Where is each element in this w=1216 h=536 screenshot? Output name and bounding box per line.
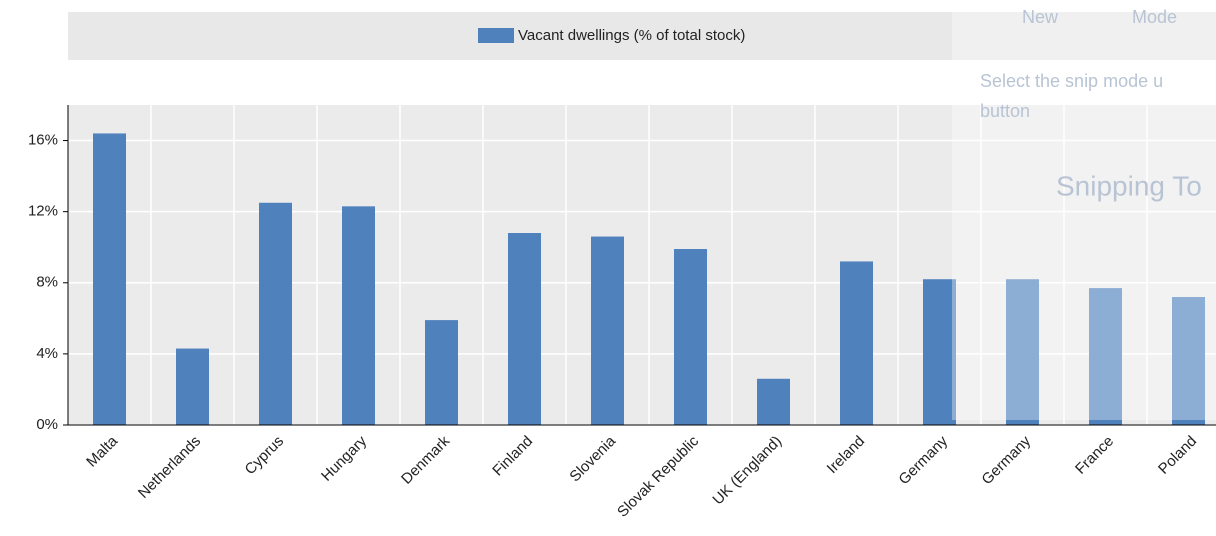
x-tick-label: France <box>1072 433 1117 478</box>
x-tick-label: UK (England) <box>709 433 785 509</box>
y-tick-label: 8% <box>36 274 58 291</box>
bar <box>591 236 624 425</box>
bar <box>674 249 707 425</box>
overlay-new: New <box>1022 7 1059 27</box>
bar <box>1172 297 1205 425</box>
x-tick-label: Cyprus <box>242 433 288 479</box>
x-tick-label: Finland <box>489 433 536 480</box>
x-tick-label: Poland <box>1155 433 1200 478</box>
x-tick-label: Netherlands <box>135 433 204 502</box>
notification-overlay: New Mode Select the snip mode u button S… <box>952 0 1216 420</box>
overlay-hint: Select the snip mode u <box>980 71 1163 91</box>
bar <box>757 378 790 425</box>
bar <box>923 279 956 425</box>
overlay-panel <box>952 0 1216 420</box>
y-tick-label: 0% <box>36 416 58 433</box>
overlay-app: Snipping To <box>1056 170 1202 201</box>
y-tick-label: 12% <box>28 203 58 220</box>
overlay-mode: Mode <box>1132 7 1177 27</box>
bar <box>840 261 873 425</box>
x-tick-label: Hungary <box>318 432 370 484</box>
legend-swatch <box>478 28 514 43</box>
x-tick-label: Slovenia <box>566 432 619 485</box>
legend-label: Vacant dwellings (% of total stock) <box>518 27 745 44</box>
bar <box>425 320 458 425</box>
bar <box>1006 279 1039 425</box>
x-tick-label: Slovak Republic <box>614 432 702 520</box>
y-tick-label: 16% <box>28 132 58 149</box>
x-tick-label: Denmark <box>398 432 453 487</box>
bar <box>259 202 292 425</box>
bar <box>508 233 541 425</box>
legend-box <box>68 12 1216 60</box>
bar <box>342 206 375 425</box>
overlay-hint2: button <box>980 101 1030 121</box>
bar <box>1089 288 1122 425</box>
x-tick-label: Ireland <box>824 433 868 477</box>
x-tick-label: Germany <box>978 432 1034 488</box>
bar <box>176 348 209 425</box>
x-tick-label: Malta <box>83 432 121 470</box>
x-tick-label: Germany <box>895 432 951 488</box>
bar <box>93 133 126 425</box>
y-tick-label: 4% <box>36 345 58 362</box>
